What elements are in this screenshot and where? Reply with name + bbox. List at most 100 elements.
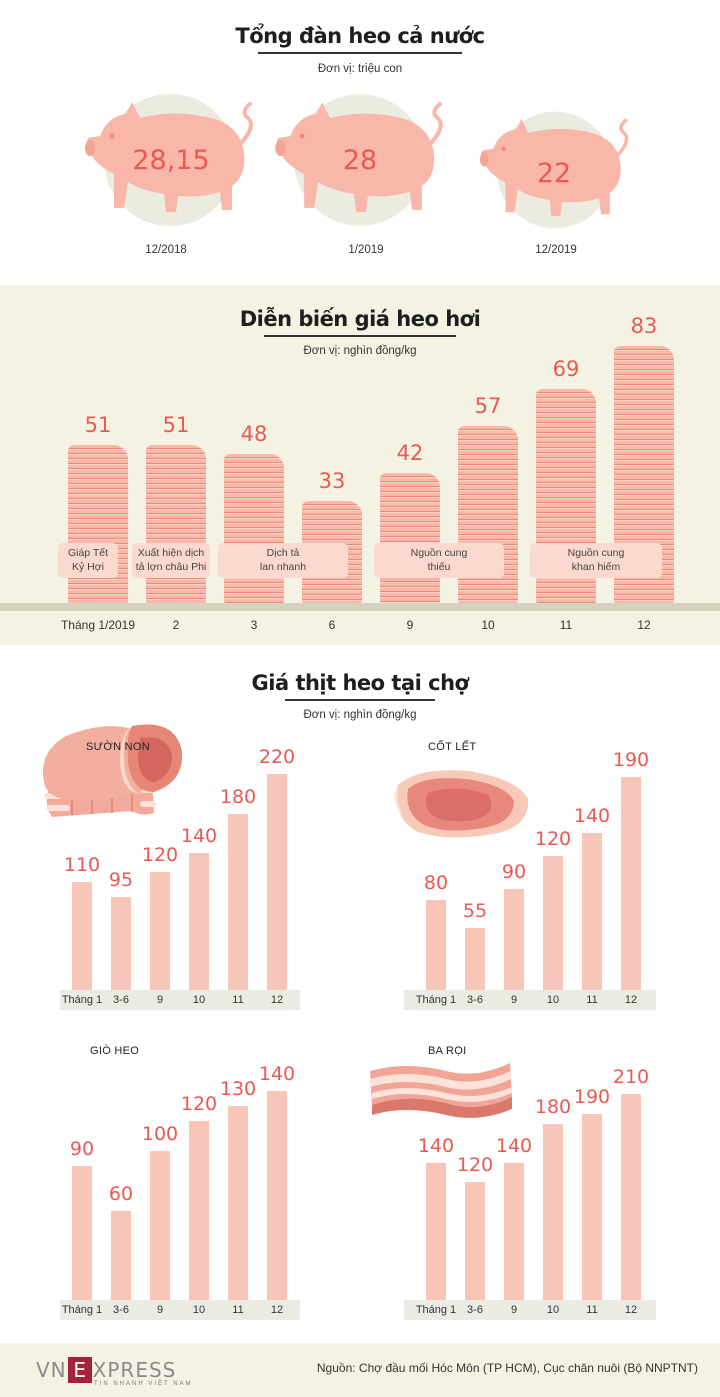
- market-category-1-5: 12: [624, 994, 638, 1006]
- note-scarce-line1: Nguồn cung: [567, 547, 625, 559]
- footer: VN E XPRESS TIN NHANH VIỆT NAM Nguồn: Chợ …: [0, 1343, 720, 1397]
- live-price-title: Diễn biến giá heo hơi: [239, 307, 481, 331]
- market-category-1-4: 11: [586, 994, 598, 1006]
- market-category-3-1: 3-6: [467, 1304, 483, 1316]
- market-value-1-5: 190: [612, 749, 650, 772]
- market-chart-title-0: SƯỜN NON: [86, 741, 151, 753]
- market-chart-base-2: [60, 1300, 300, 1320]
- pig-mark-0: [85, 94, 253, 226]
- market-value-0-2: 120: [141, 844, 179, 867]
- market-category-0-2: 9: [156, 994, 164, 1006]
- market-bar-1-4: [582, 833, 602, 990]
- market-bar-0-2: [150, 872, 170, 990]
- market-bar-0-1: [111, 896, 131, 990]
- market-value-0-1: 95: [108, 868, 134, 891]
- note-scarce-line2: khan hiếm: [571, 561, 621, 573]
- live-price-value-6: 69: [552, 357, 580, 382]
- live-price-month-5: 10: [481, 618, 495, 632]
- herd-unit: Đơn vị: triệu con: [317, 63, 403, 75]
- market-bar-3-3: [543, 1123, 563, 1300]
- market-value-2-1: 60: [108, 1182, 134, 1205]
- market-bar-1-1: [465, 928, 485, 990]
- market-category-2-3: 10: [192, 1304, 206, 1316]
- market-category-2-2: 9: [156, 1304, 164, 1316]
- herd-title-rule: [258, 52, 462, 54]
- market-value-3-4: 190: [573, 1085, 611, 1108]
- pork-chop-icon: [394, 770, 529, 838]
- live-price-shelf: [0, 603, 720, 611]
- market-value-1-1: 55: [462, 900, 488, 923]
- note-shortage: Nguồn cung thiếu: [374, 543, 504, 578]
- market-category-3-3: 10: [546, 1304, 560, 1316]
- note-shortage-line1: Nguồn cung: [410, 547, 468, 559]
- market-category-2-4: 11: [232, 1304, 244, 1316]
- logo-subtitle: TIN NHANH VIỆT NAM: [94, 1381, 193, 1387]
- live-price-month-1: 2: [172, 618, 180, 632]
- herd-pigs: [85, 94, 629, 229]
- market-title: Giá thịt heo tại chợ: [251, 671, 469, 695]
- note-tet-line2: Kỷ Hợi: [72, 561, 104, 573]
- pig-value-0: 28,15: [132, 145, 210, 176]
- logo-text-left: VN: [36, 1358, 67, 1382]
- live-price-value-5: 57: [474, 394, 502, 419]
- live-price-month-4: 9: [406, 618, 414, 632]
- note-spread-line1: Dịch tả: [266, 547, 300, 559]
- bacon-icon: [370, 1063, 512, 1118]
- live-price-section: Diễn biến giá heo hơi Đơn vị: nghìn đồng…: [0, 285, 720, 645]
- market-value-3-3: 180: [534, 1095, 572, 1118]
- vnexpress-logo: VN E XPRESS TIN NHANH VIỆT NAM: [36, 1357, 193, 1387]
- market-bar-3-2: [504, 1162, 524, 1300]
- note-tet: Giáp Tết Kỷ Hợi: [58, 543, 118, 578]
- market-value-3-1: 120: [456, 1154, 494, 1177]
- market-chart-base-0: [60, 990, 300, 1010]
- market-value-2-0: 90: [69, 1137, 95, 1160]
- live-price-value-0: 51: [84, 412, 112, 437]
- market-unit: Đơn vị: nghìn đồng/kg: [303, 709, 417, 721]
- market-category-1-3: 10: [546, 994, 560, 1006]
- market-bar-3-5: [621, 1094, 641, 1300]
- market-category-0-3: 10: [192, 994, 206, 1006]
- market-bar-0-0: [72, 882, 92, 990]
- market-category-3-0: Tháng 1: [415, 1304, 457, 1316]
- market-value-1-3: 120: [534, 827, 572, 850]
- market-bar-2-5: [267, 1091, 287, 1300]
- herd-section: Tổng đàn heo cả nước Đơn vị: triệu con 2…: [0, 0, 720, 285]
- market-chart-title-2: GIÒ HEO: [90, 1045, 140, 1057]
- pig-mark-2: [479, 111, 629, 229]
- pig-mark-1: [275, 94, 443, 226]
- market-category-0-4: 11: [232, 994, 244, 1006]
- market-bar-1-2: [504, 889, 524, 990]
- note-shortage-line2: thiếu: [427, 561, 451, 573]
- market-category-0-5: 12: [270, 994, 284, 1006]
- market-value-0-3: 140: [180, 824, 218, 847]
- market-bar-1-0: [426, 900, 446, 990]
- market-value-2-5: 140: [258, 1063, 296, 1086]
- market-chart-title-1: CỐT LẾT: [428, 741, 477, 753]
- pig-value-1: 28: [342, 145, 378, 176]
- live-price-bar-0: [68, 444, 128, 603]
- note-scarce: Nguồn cung khan hiếm: [530, 543, 662, 578]
- live-price-bar-4: [380, 472, 440, 603]
- pig-value-2: 22: [536, 158, 572, 189]
- live-price-bar-2: [224, 454, 284, 603]
- market-bar-3-1: [465, 1182, 485, 1300]
- ham-icon: [42, 724, 183, 801]
- herd-title: Tổng đàn heo cả nước: [235, 24, 485, 48]
- market-value-2-4: 130: [219, 1078, 257, 1101]
- live-price-value-3: 33: [318, 468, 346, 493]
- market-category-1-1: 3-6: [467, 994, 483, 1006]
- market-bar-1-5: [621, 777, 641, 990]
- market-category-1-0: Tháng 1: [415, 994, 457, 1006]
- live-price-month-7: 12: [637, 618, 651, 632]
- market-value-1-0: 80: [423, 872, 449, 895]
- market-bar-1-3: [543, 855, 563, 990]
- market-category-2-1: 3-6: [113, 1304, 129, 1316]
- live-price-value-1: 51: [162, 412, 190, 437]
- market-bar-2-1: [111, 1210, 131, 1300]
- market-bar-0-4: [228, 813, 248, 990]
- market-bar-0-3: [189, 852, 209, 990]
- market-chart-title-3: BA RỌI: [428, 1045, 467, 1057]
- market-bar-3-0: [426, 1162, 446, 1300]
- market-bar-2-0: [72, 1165, 92, 1300]
- live-price-month-0: Tháng 1/2019: [60, 618, 136, 632]
